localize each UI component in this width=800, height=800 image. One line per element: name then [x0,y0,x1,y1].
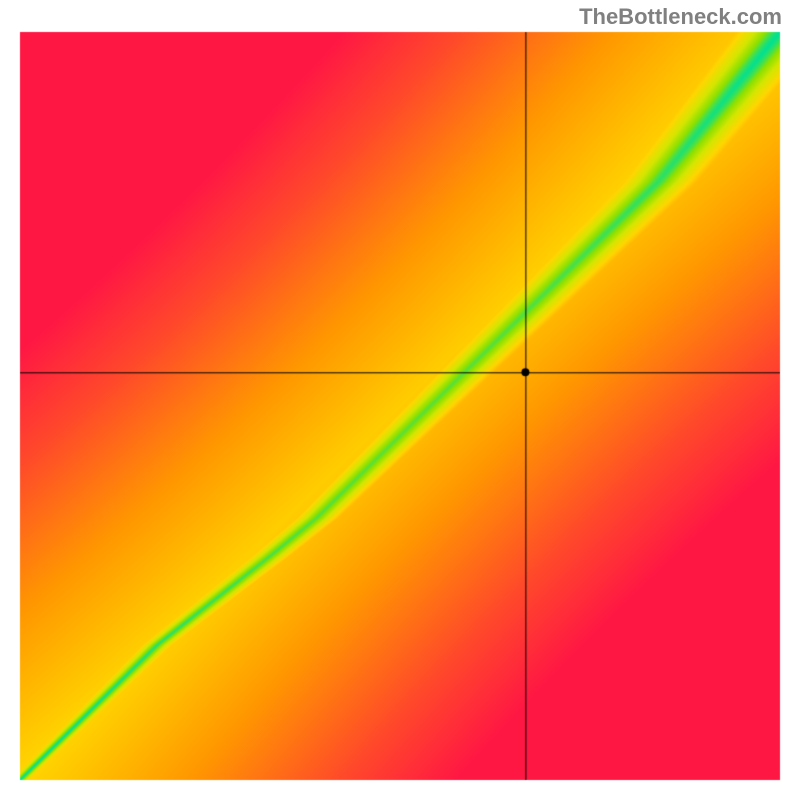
heatmap-canvas [0,0,800,800]
watermark-text: TheBottleneck.com [579,4,782,30]
chart-container: TheBottleneck.com [0,0,800,800]
